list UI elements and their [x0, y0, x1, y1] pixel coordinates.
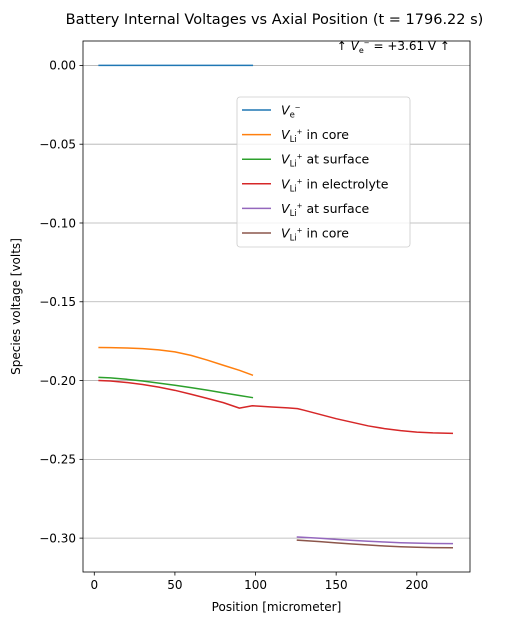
annotation-symbol: V: [351, 39, 360, 53]
subscript: Li: [290, 209, 297, 219]
y-tick-label: −0.30: [39, 531, 76, 545]
y-tick-label: −0.20: [39, 374, 76, 388]
symbol: V: [281, 152, 291, 167]
legend-box: [236, 96, 411, 248]
x-tick-label: 50: [167, 578, 182, 592]
y-tick-label: −0.05: [39, 138, 76, 152]
x-tick-label: 200: [405, 578, 428, 592]
y-tick-label: −0.10: [39, 216, 76, 230]
series-line-3: [98, 376, 254, 399]
label-text: at surface: [303, 201, 370, 216]
annotation-prefix: ↑: [337, 39, 351, 53]
x-tick-label: 150: [325, 578, 348, 592]
legend-label: VLi+ at surface: [281, 152, 370, 170]
series-line-4: [98, 379, 454, 435]
subscript: Li: [290, 135, 297, 145]
subscript: Li: [290, 184, 297, 194]
subscript: Li: [290, 234, 297, 244]
subscript: Li: [290, 160, 297, 170]
legend-label: VLi+ in electrolyte: [281, 176, 389, 194]
symbol: V: [281, 176, 291, 191]
legend-entry: VLi+ in electrolyte: [242, 176, 389, 194]
y-axis-label: Species voltage [volts]: [9, 238, 23, 375]
legend-label: Ve−: [281, 103, 301, 121]
superscript: +: [297, 177, 303, 185]
symbol: V: [281, 201, 291, 216]
legend-label: VLi+ in core: [281, 226, 349, 244]
plot-frame: [82, 40, 471, 573]
x-axis-ticks: 0 50 100 150 200: [90, 572, 428, 592]
symbol: V: [281, 103, 291, 118]
annotation-value: = +3.61 V ↑: [370, 39, 450, 53]
subscript: e: [290, 111, 295, 121]
label-text: in core: [303, 127, 350, 142]
legend-label: VLi+ in core: [281, 127, 349, 145]
series-line-6: [296, 539, 454, 549]
label-text: in electrolyte: [303, 176, 389, 191]
y-axis-ticks: 0.00 −0.05 −0.10 −0.15 −0.20 −0.25 −0.30: [39, 59, 83, 545]
symbol: V: [281, 226, 291, 241]
superscript: +: [297, 227, 303, 235]
annotation-superscript: −: [364, 39, 370, 47]
legend-entry: VLi+ at surface: [242, 152, 370, 170]
annotation-subscript: e: [359, 46, 364, 55]
legend-entry: Ve−: [242, 103, 301, 121]
series-line-5: [296, 536, 454, 545]
chart-title: Battery Internal Voltages vs Axial Posit…: [66, 12, 484, 28]
superscript: +: [297, 202, 303, 210]
label-text: in core: [303, 226, 350, 241]
symbol: V: [281, 127, 291, 142]
y-tick-label: −0.25: [39, 453, 76, 467]
legend-entry: VLi+ at surface: [242, 201, 370, 219]
x-tick-label: 0: [90, 578, 98, 592]
superscript: +: [297, 153, 303, 161]
superscript: +: [297, 128, 303, 136]
y-tick-label: −0.15: [39, 295, 76, 309]
legend-label: VLi+ at surface: [281, 201, 370, 219]
superscript: −: [295, 104, 301, 112]
x-axis-label: Position [micrometer]: [212, 600, 342, 614]
series-lines: [98, 64, 454, 549]
series-line-2: [98, 346, 254, 377]
legend-entry: VLi+ in core: [242, 127, 349, 145]
y-tick-label: 0.00: [49, 59, 76, 73]
electron-voltage-annotation: ↑ Ve− = +3.61 V ↑: [337, 39, 450, 55]
legend-entry: VLi+ in core: [242, 226, 349, 244]
label-text: at surface: [303, 152, 370, 167]
x-tick-label: 100: [244, 578, 267, 592]
